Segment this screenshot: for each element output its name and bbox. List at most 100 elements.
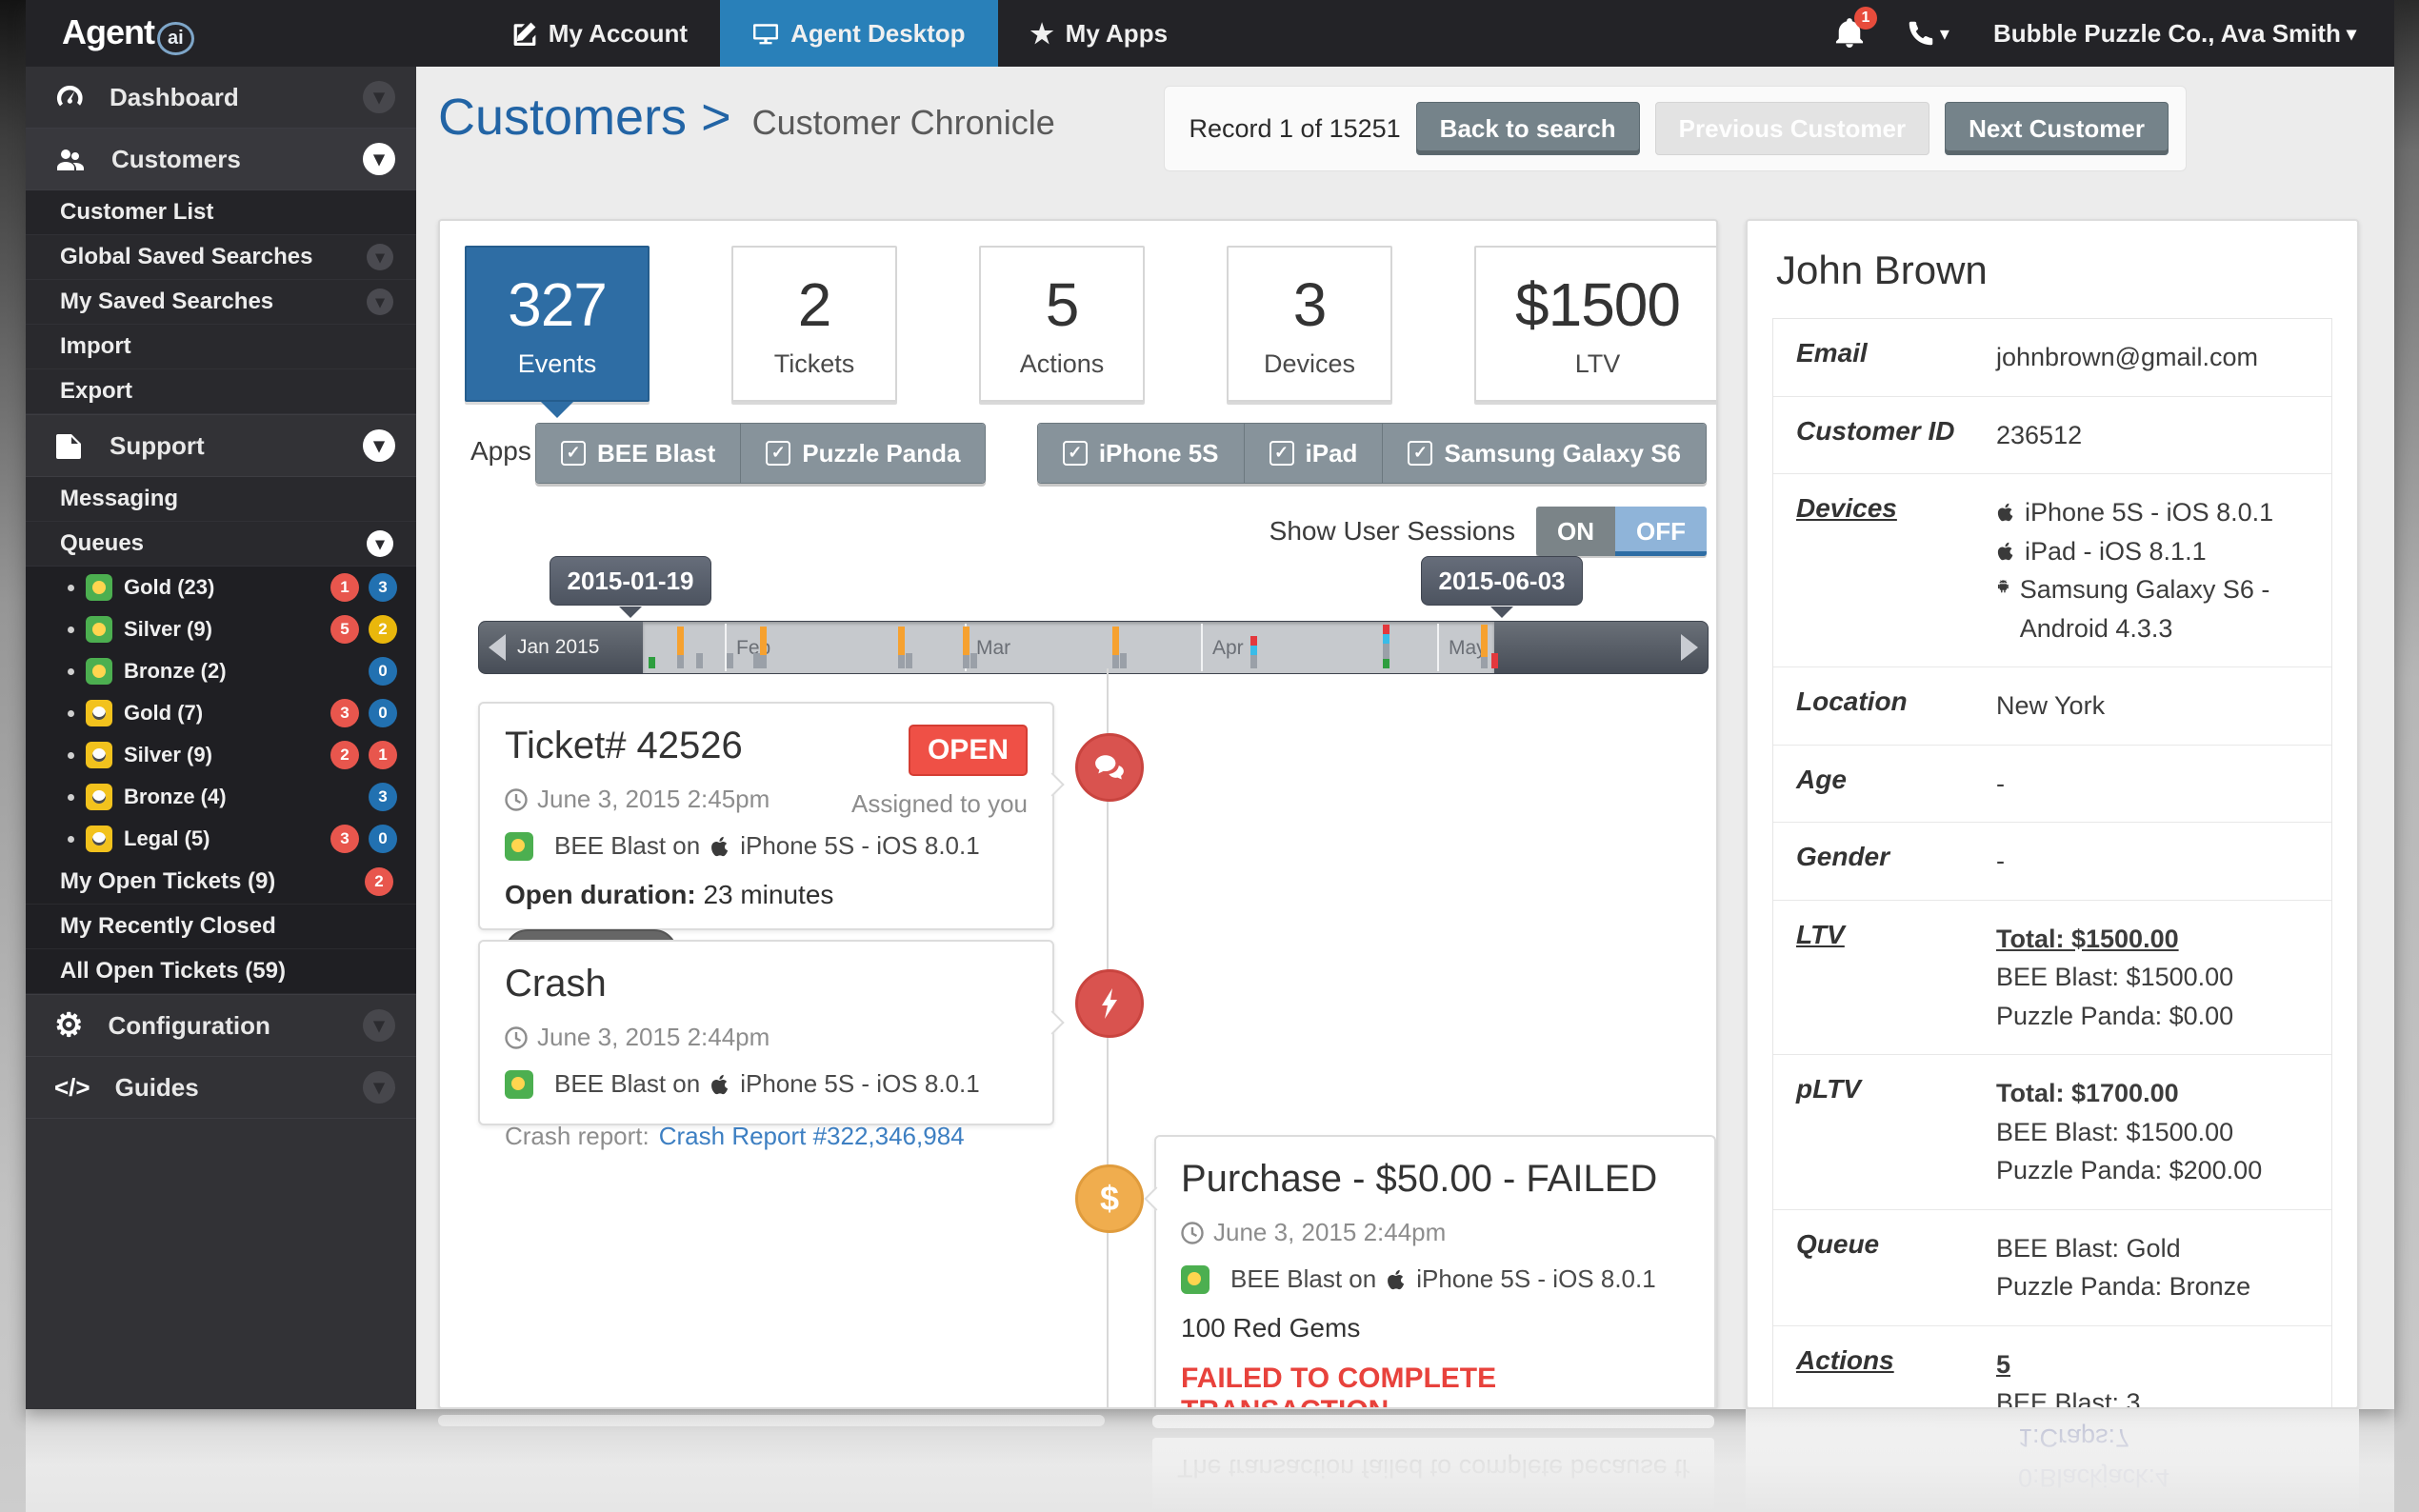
stat-label: LTV [1574,348,1621,378]
breadcrumb-customers-link[interactable]: Customers > [438,89,731,146]
crash-report-link[interactable]: Crash Report #322,346,984 [658,1122,965,1150]
age-value: - [1996,768,2005,798]
reflection-text: 1:Craps:7 [2018,1422,2130,1452]
support-subnav: Messaging Queues ▾ Gold (23) 1 3 [26,477,416,995]
profile-row-customer-id: Customer ID 236512 [1773,397,2331,474]
sidebar-item-export[interactable]: Export [26,369,416,414]
sessions-on-button[interactable]: ON [1536,507,1615,556]
timeline-scroll-left-arrow[interactable] [489,634,506,661]
gear-icon: ⚙ [54,1007,84,1044]
queue-label: Silver (9) [124,743,212,766]
row-label: pLTV [1796,1074,1861,1104]
sidebar-item-customers[interactable]: Customers ▾ [26,129,416,190]
event-timestamp: June 3, 2015 2:44pm [537,1023,770,1051]
stat-ltv[interactable]: $1500 LTV [1474,246,1716,402]
phone-menu[interactable]: ▾ [1908,20,1949,47]
count-badge: 2 [369,615,397,644]
filter-ipad-button[interactable]: ✓ iPad [1244,424,1384,483]
nav-my-apps[interactable]: ★ My Apps [998,0,1201,67]
nav-agent-desktop[interactable]: Agent Desktop [720,0,998,67]
chevron-down-icon: ▾ [363,1009,395,1042]
stat-actions[interactable]: 5 Actions [979,246,1145,402]
timeline-bar[interactable]: Jan 2015 Feb Mar Apr May [478,621,1709,674]
queue-item-panda-legal[interactable]: Legal (5) 3 0 [26,818,416,860]
event-device-label: iPhone 5S - iOS 8.0.1 [740,1069,980,1098]
stat-events[interactable]: 327 Events [465,246,650,418]
queue-item-panda-gold[interactable]: Gold (7) 3 0 [26,692,416,734]
sidebar-item-dashboard[interactable]: Dashboard ▾ [26,67,416,129]
timeline-selected-range[interactable] [643,622,1494,673]
sidebar-item-import[interactable]: Import [26,325,416,369]
sidebar-item-global-saved-searches[interactable]: Global Saved Searches ▾ [26,235,416,280]
phone-icon [1908,20,1934,47]
ticket-event-marker[interactable] [1075,733,1144,802]
filter-iphone5s-button[interactable]: ✓ iPhone 5S [1037,424,1245,483]
sidebar-item-configuration[interactable]: ⚙ Configuration ▾ [26,995,416,1057]
queue-label: Gold (7) [124,701,204,725]
actions-link[interactable]: Actions [1796,1344,1894,1375]
sidebar-item-my-recently-closed[interactable]: My Recently Closed [26,905,416,949]
crash-report-row: Crash report: Crash Report #322,346,984 [505,1122,1028,1151]
sidebar-item-my-open-tickets[interactable]: My Open Tickets (9) 2 [26,860,416,905]
timeline-month-separator [1201,624,1203,671]
back-to-search-button[interactable]: Back to search [1415,102,1640,155]
pltv-value: Total: $1700.00 BEE Blast: $1500.00 Puzz… [1996,1074,2262,1190]
devices-link[interactable]: Devices [1796,493,1897,523]
account-menu[interactable]: Bubble Puzzle Co., Ava Smith ▾ [1993,19,2356,49]
queue-item-panda-bronze[interactable]: Bronze (4) 3 [26,776,416,818]
count-badge: 3 [369,573,397,602]
sidebar-item-all-open-tickets[interactable]: All Open Tickets (59) [26,949,416,994]
queue-item-panda-silver[interactable]: Silver (9) 2 1 [26,734,416,776]
stat-label: Events [517,348,597,378]
sidebar-item-my-saved-searches[interactable]: My Saved Searches ▾ [26,280,416,325]
logo-ai-circle: ai [157,21,194,55]
count-badge: 3 [369,783,397,811]
filter-puzzle-panda-button[interactable]: ✓ Puzzle Panda [741,424,986,483]
sidebar-item-guides[interactable]: </> Guides ▾ [26,1057,416,1119]
location-value: New York [1996,691,2106,720]
filter-label: Samsung Galaxy S6 [1444,438,1681,468]
agent-ai-logo[interactable]: Agent ai [62,12,194,55]
sidebar-item-support[interactable]: Support ▾ [26,415,416,477]
notifications-button[interactable]: 1 [1835,7,1877,49]
queue-item-bee-silver[interactable]: Silver (9) 5 2 [26,608,416,650]
puzzle-panda-app-icon [86,742,112,768]
timeline-scroll-right-arrow[interactable] [1681,634,1698,661]
timeline-start-handle[interactable]: 2015-01-19 [550,556,711,618]
ltv-puzzle-panda: Puzzle Panda: $0.00 [1996,1001,2234,1030]
queue-label: Silver (9) [124,617,212,641]
timeline-end-handle[interactable]: 2015-06-03 [1421,556,1583,618]
queue-item-bee-gold[interactable]: Gold (23) 1 3 [26,567,416,608]
nav-my-account[interactable]: My Account [480,0,720,67]
previous-customer-button[interactable]: Previous Customer [1654,102,1930,155]
sessions-off-button[interactable]: OFF [1615,507,1707,556]
purchase-event-marker[interactable]: $ [1075,1164,1144,1233]
sidebar-item-messaging[interactable]: Messaging [26,477,416,522]
row-label: Location [1796,686,1908,716]
sidebar-item-queues[interactable]: Queues ▾ [26,522,416,567]
reflection-purchase-card: The transaction failed to complete becau… [1152,1438,1714,1512]
filter-bee-blast-button[interactable]: ✓ BEE Blast [536,424,742,483]
queue-label: Gold (23) [124,575,215,599]
sub-item-label: Customer List [60,199,214,225]
stat-tickets[interactable]: 2 Tickets [731,246,897,402]
ltv-link[interactable]: LTV [1796,919,1845,949]
reflection-profile-panel: 1:Craps:7 0:Blackjack:4 [1746,1409,2359,1512]
filter-samsung-galaxy-s6-button[interactable]: ✓ Samsung Galaxy S6 [1383,424,1706,483]
apple-icon [710,1073,730,1096]
timeline-event-tick [1383,625,1389,668]
filter-label: BEE Blast [597,438,716,468]
ticket-links: My Open Tickets (9) 2 My Recently Closed… [26,860,416,994]
checkbox-checked-icon: ✓ [766,441,791,466]
queue-item-bee-bronze[interactable]: Bronze (2) 0 [26,650,416,692]
sidebar-item-customer-list[interactable]: Customer List [26,190,416,235]
bee-blast-app-icon [86,574,112,601]
event-app-row: BEE Blast on iPhone 5S - iOS 8.0.1 [505,1069,1028,1099]
stat-devices[interactable]: 3 Devices [1227,246,1392,402]
timeline-left-cap: Jan 2015 [479,622,643,673]
ltv-value: Total: $1500.00 BEE Blast: $1500.00 Puzz… [1996,920,2233,1036]
crash-event-marker[interactable] [1075,969,1144,1038]
next-customer-button[interactable]: Next Customer [1945,102,2169,155]
chevron-down-icon: ▾ [363,429,395,462]
